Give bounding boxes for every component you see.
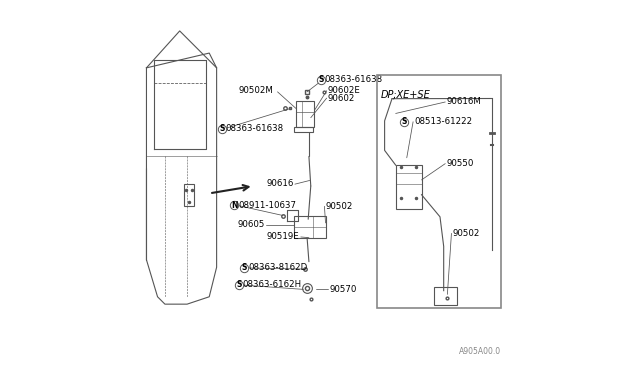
Text: 08363-6162H: 08363-6162H <box>243 280 301 289</box>
Text: 90502M: 90502M <box>239 86 274 95</box>
Text: 90519E: 90519E <box>267 232 300 241</box>
Text: A905A00.0: A905A00.0 <box>459 347 501 356</box>
Text: 08363-61638: 08363-61638 <box>324 75 383 84</box>
Text: S: S <box>402 117 407 126</box>
Text: 90616: 90616 <box>266 179 293 187</box>
Bar <box>377 75 501 308</box>
Text: N: N <box>231 201 237 210</box>
Text: 08363-61638: 08363-61638 <box>226 124 284 133</box>
Text: 08513-61222: 08513-61222 <box>414 117 472 126</box>
Text: 90570: 90570 <box>330 285 357 294</box>
Text: S: S <box>220 124 225 133</box>
Text: 08911-10637: 08911-10637 <box>238 201 296 210</box>
Text: S: S <box>318 75 323 84</box>
Bar <box>396 165 422 209</box>
Text: 90605: 90605 <box>237 220 264 229</box>
Text: 90602: 90602 <box>328 94 355 103</box>
Bar <box>435 287 456 305</box>
Text: 90550: 90550 <box>447 159 474 168</box>
Text: 90502: 90502 <box>326 202 353 211</box>
Text: S: S <box>236 280 241 289</box>
Text: DP;XE+SE: DP;XE+SE <box>381 90 431 100</box>
Text: 08363-8162D: 08363-8162D <box>248 263 307 272</box>
Text: S: S <box>242 263 247 272</box>
Text: 90616M: 90616M <box>447 97 481 106</box>
Text: 90602E: 90602E <box>328 86 360 95</box>
Text: 90502: 90502 <box>452 229 480 238</box>
